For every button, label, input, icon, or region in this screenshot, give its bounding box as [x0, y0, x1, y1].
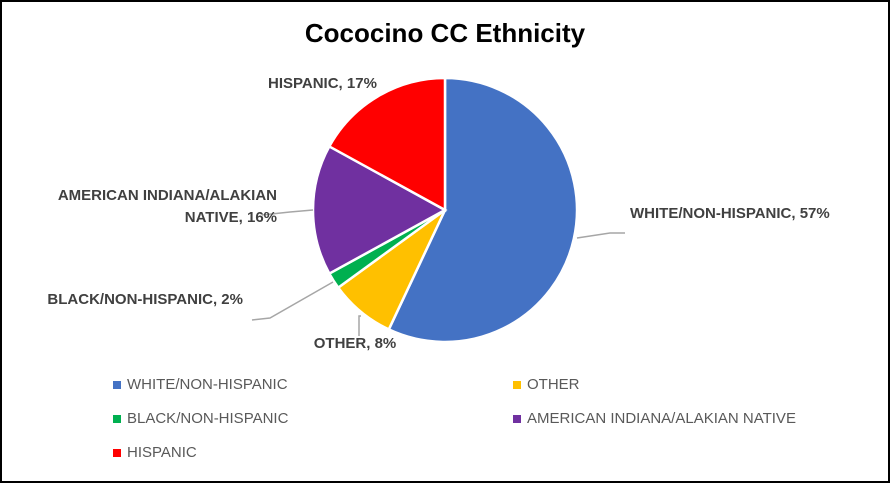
data-label: BLACK/NON-HISPANIC, 2%	[47, 291, 243, 308]
legend-item-white: WHITE/NON-HISPANIC	[113, 376, 288, 393]
legend-label: WHITE/NON-HISPANIC	[127, 376, 288, 393]
pie-slice-american-indiana-alakian-native	[311, 144, 448, 276]
legend-item-other: OTHER	[513, 376, 580, 393]
legend-label: AMERICAN INDIANA/ALAKIAN NATIVE	[527, 410, 796, 427]
legend-label: HISPANIC	[127, 444, 197, 461]
data-label: HISPANIC, 17%	[268, 75, 377, 92]
chart-title: Cococino CC Ethnicity	[304, 18, 586, 48]
legend-item-black: BLACK/NON-HISPANIC	[113, 410, 288, 427]
legend-swatch	[513, 380, 521, 389]
leader-line	[576, 232, 625, 239]
legend-item-american-indian: AMERICAN INDIANA/ALAKIAN NATIVE	[513, 410, 796, 427]
legend-label: OTHER	[527, 376, 580, 393]
data-label: WHITE/NON-HISPANIC, 57%	[630, 205, 830, 222]
legend-swatch	[113, 414, 121, 423]
data-label: OTHER, 8%	[314, 335, 397, 352]
pie-slice-white-non-hispanic	[387, 76, 579, 344]
data-label: AMERICAN INDIANA/ALAKIAN NATIVE, 16%	[58, 187, 277, 226]
pie-slice-hispanic	[327, 76, 447, 213]
leader-line	[261, 209, 314, 216]
legend-item-hispanic: HISPANIC	[113, 444, 197, 461]
leader-line	[251, 281, 334, 321]
leader-line	[358, 315, 361, 336]
legend-swatch	[513, 414, 521, 423]
legend-swatch	[113, 380, 121, 389]
legend-swatch	[113, 448, 121, 457]
legend-label: BLACK/NON-HISPANIC	[127, 410, 289, 427]
